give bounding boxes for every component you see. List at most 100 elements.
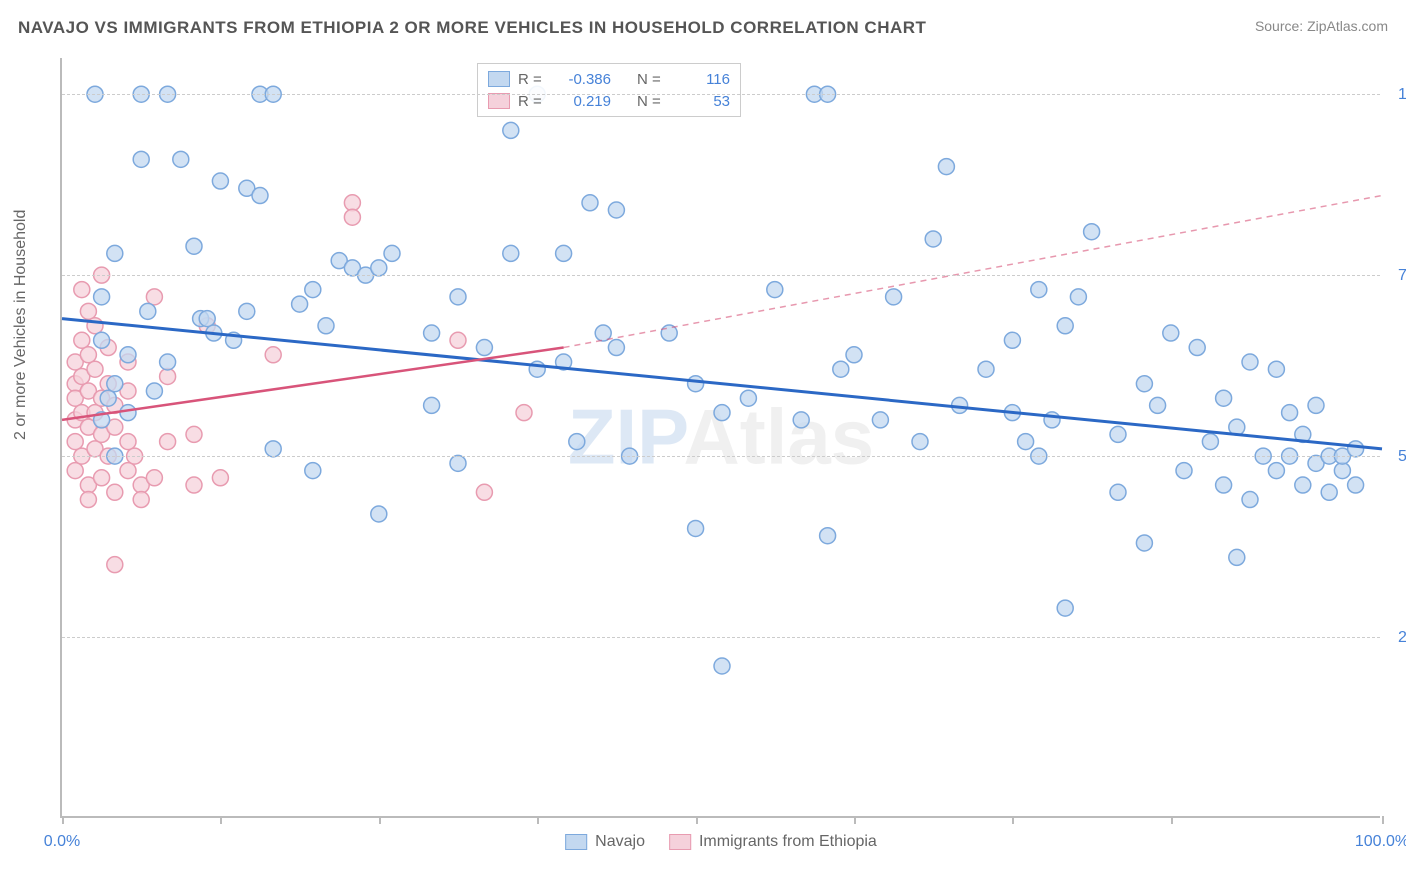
data-point xyxy=(978,361,994,377)
x-tick xyxy=(379,816,381,824)
data-point xyxy=(100,390,116,406)
chart-container: NAVAJO VS IMMIGRANTS FROM ETHIOPIA 2 OR … xyxy=(0,0,1406,892)
data-point xyxy=(146,383,162,399)
data-point xyxy=(1202,434,1218,450)
data-point xyxy=(384,245,400,261)
data-point xyxy=(67,434,83,450)
data-point xyxy=(1031,282,1047,298)
data-point xyxy=(344,209,360,225)
data-point xyxy=(938,159,954,175)
data-point xyxy=(107,484,123,500)
data-point xyxy=(120,434,136,450)
data-point xyxy=(133,492,149,508)
data-point xyxy=(120,463,136,479)
data-point xyxy=(450,332,466,348)
scatter-chart xyxy=(62,58,1380,816)
y-grid-label: 25.0% xyxy=(1388,629,1406,647)
gridline: 75.0% xyxy=(62,275,1380,276)
data-point xyxy=(912,434,928,450)
stats-legend: R = -0.386 N = 116 R = 0.219 N = 53 xyxy=(477,63,741,117)
data-point xyxy=(173,151,189,167)
legend-item-navajo: Navajo xyxy=(565,833,645,851)
x-tick xyxy=(62,816,64,824)
x-axis-label: 0.0% xyxy=(44,833,80,851)
data-point xyxy=(1216,477,1232,493)
data-point xyxy=(1229,549,1245,565)
data-point xyxy=(87,361,103,377)
data-point xyxy=(476,484,492,500)
data-point xyxy=(450,289,466,305)
gridline: 50.0% xyxy=(62,456,1380,457)
data-point xyxy=(582,195,598,211)
data-point xyxy=(1084,224,1100,240)
data-point xyxy=(80,347,96,363)
data-point xyxy=(371,260,387,276)
data-point xyxy=(80,303,96,319)
gridline: 100.0% xyxy=(62,94,1380,95)
x-tick xyxy=(696,816,698,824)
data-point xyxy=(767,282,783,298)
data-point xyxy=(212,470,228,486)
n-value-navajo: 116 xyxy=(675,71,730,88)
y-grid-label: 50.0% xyxy=(1388,448,1406,466)
data-point xyxy=(265,441,281,457)
data-point xyxy=(80,492,96,508)
x-tick xyxy=(537,816,539,824)
trend-line xyxy=(62,319,1382,449)
data-point xyxy=(160,434,176,450)
data-point xyxy=(186,426,202,442)
legend-item-ethiopia: Immigrants from Ethiopia xyxy=(669,833,877,851)
data-point xyxy=(239,303,255,319)
data-point xyxy=(424,325,440,341)
data-point xyxy=(925,231,941,247)
data-point xyxy=(252,188,268,204)
data-point xyxy=(1189,340,1205,356)
swatch-blue-icon xyxy=(565,834,587,850)
data-point xyxy=(820,528,836,544)
data-point xyxy=(94,289,110,305)
data-point xyxy=(886,289,902,305)
data-point xyxy=(120,347,136,363)
gridline: 25.0% xyxy=(62,637,1380,638)
data-point xyxy=(371,506,387,522)
data-point xyxy=(1295,477,1311,493)
data-point xyxy=(1268,361,1284,377)
data-point xyxy=(503,245,519,261)
data-point xyxy=(199,311,215,327)
data-point xyxy=(608,202,624,218)
x-tick xyxy=(220,816,222,824)
data-point xyxy=(1242,354,1258,370)
trend-line-extrapolated xyxy=(564,196,1382,348)
chart-title: NAVAJO VS IMMIGRANTS FROM ETHIOPIA 2 OR … xyxy=(18,18,926,38)
data-point xyxy=(872,412,888,428)
data-point xyxy=(516,405,532,421)
data-point xyxy=(1136,535,1152,551)
data-point xyxy=(503,122,519,138)
data-point xyxy=(1163,325,1179,341)
data-point xyxy=(1334,463,1350,479)
data-point xyxy=(292,296,308,312)
stats-row-navajo: R = -0.386 N = 116 xyxy=(488,68,730,90)
data-point xyxy=(305,282,321,298)
swatch-blue xyxy=(488,71,510,87)
swatch-pink xyxy=(488,93,510,109)
data-point xyxy=(107,557,123,573)
data-point xyxy=(160,368,176,384)
data-point xyxy=(1018,434,1034,450)
data-point xyxy=(74,332,90,348)
data-point xyxy=(1348,441,1364,457)
data-point xyxy=(94,332,110,348)
data-point xyxy=(1110,426,1126,442)
data-point xyxy=(1242,492,1258,508)
data-point xyxy=(120,405,136,421)
data-point xyxy=(608,340,624,356)
source-label: Source: ZipAtlas.com xyxy=(1255,18,1388,34)
data-point xyxy=(146,470,162,486)
data-point xyxy=(1057,600,1073,616)
data-point xyxy=(212,173,228,189)
data-point xyxy=(476,340,492,356)
data-point xyxy=(1308,397,1324,413)
data-point xyxy=(1136,376,1152,392)
x-tick xyxy=(854,816,856,824)
data-point xyxy=(714,658,730,674)
